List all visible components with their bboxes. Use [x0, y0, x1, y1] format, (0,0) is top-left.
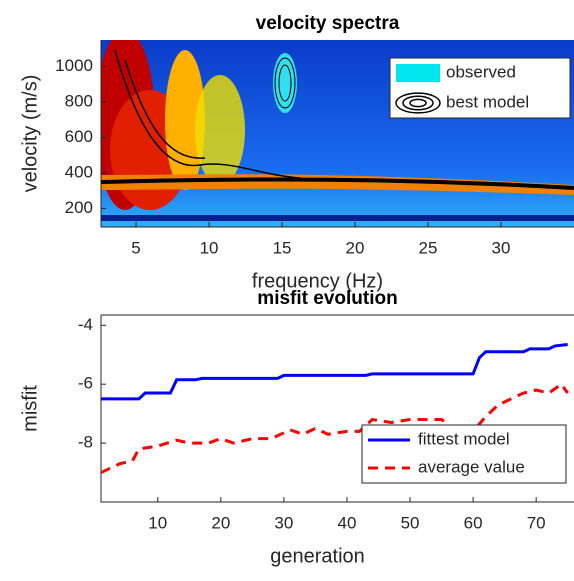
legend-label: average value	[418, 457, 525, 476]
y-axis-label: velocity (m/s)	[19, 75, 41, 193]
x-tick-label: 60	[464, 513, 483, 532]
x-tick-label: 50	[401, 513, 420, 532]
y-tick-label: -6	[78, 374, 93, 393]
x-axis-label: generation	[270, 545, 365, 567]
y-tick-label: 200	[65, 198, 93, 217]
y-tick-label: 600	[65, 127, 93, 146]
y-tick-label: 1000	[55, 56, 93, 75]
x-tick-label: 5	[131, 238, 140, 257]
series-line	[100, 382, 569, 474]
chart-title: velocity spectra	[256, 13, 400, 34]
legend-label: best model	[446, 92, 529, 111]
x-tick-label: 25	[419, 238, 438, 257]
y-tick-label: -4	[78, 315, 93, 334]
legend-swatch	[409, 98, 427, 108]
y-axis-label: misfit	[19, 385, 41, 432]
y-tick-label: 800	[65, 92, 93, 111]
legend-swatch	[395, 92, 441, 114]
legend-label: observed	[446, 62, 516, 81]
axes	[100, 40, 574, 228]
x-tick-label: 70	[527, 513, 546, 532]
x-tick-label: 20	[211, 513, 230, 532]
y-tick-label: 400	[65, 162, 93, 181]
axes	[100, 314, 574, 503]
x-tick-label: 15	[273, 238, 292, 257]
x-tick-label: 30	[274, 513, 293, 532]
series-line	[101, 342, 568, 401]
legend-swatch	[402, 95, 434, 111]
legend-swatch	[396, 64, 440, 82]
x-tick-label: 20	[346, 238, 365, 257]
x-tick-label: 30	[492, 238, 511, 257]
legend-box	[361, 424, 567, 484]
x-tick-label: 10	[200, 238, 219, 257]
x-axis-label: frequency (Hz)	[252, 270, 383, 292]
x-tick-label: 10	[148, 513, 167, 532]
y-tick-label: -8	[78, 433, 93, 452]
x-tick-label: 40	[337, 513, 356, 532]
chart-title: misfit evolution	[257, 288, 397, 309]
legend-label: fittest model	[418, 429, 510, 448]
